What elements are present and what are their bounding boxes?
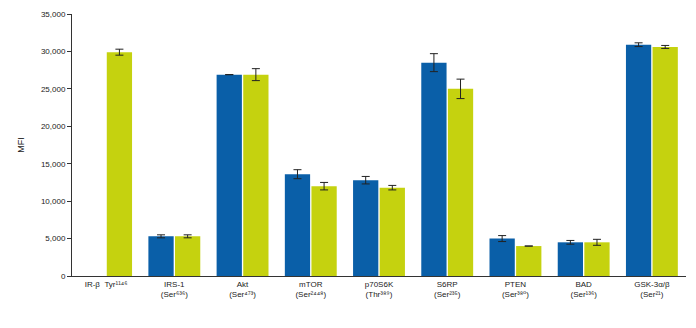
svg-text:IRS-1(Ser⁶³⁶): IRS-1(Ser⁶³⁶) (161, 280, 188, 299)
svg-text:MFI: MFI (16, 137, 26, 153)
svg-text:5,000: 5,000 (45, 234, 66, 243)
svg-text:15,000: 15,000 (41, 160, 66, 169)
svg-text:BAD(Ser¹³⁶): BAD(Ser¹³⁶) (570, 280, 597, 299)
svg-text:p70S6K(Thr³⁸⁹): p70S6K(Thr³⁸⁹) (365, 280, 394, 299)
svg-text:10,000: 10,000 (41, 197, 66, 206)
svg-text:30,000: 30,000 (41, 47, 66, 56)
svg-text:0: 0 (61, 272, 66, 281)
svg-text:35,000: 35,000 (41, 10, 66, 19)
svg-text:mTOR(Ser²⁴⁴⁸): mTOR(Ser²⁴⁴⁸) (295, 280, 326, 299)
svg-text:S6RP(Ser²³⁵): S6RP(Ser²³⁵) (434, 280, 461, 299)
svg-text:IR-β Tyr¹¹⁴⁶: IR-β Tyr¹¹⁴⁶ (85, 280, 128, 289)
svg-text:GSK-3α/β(Ser²¹): GSK-3α/β(Ser²¹) (634, 280, 670, 299)
svg-text:Akt(Ser⁴⁷³): Akt(Ser⁴⁷³) (229, 280, 256, 299)
svg-text:20,000: 20,000 (41, 122, 66, 131)
svg-text:25,000: 25,000 (41, 85, 66, 94)
svg-text:PTEN(Ser³⁸⁰): PTEN(Ser³⁸⁰) (502, 280, 529, 299)
